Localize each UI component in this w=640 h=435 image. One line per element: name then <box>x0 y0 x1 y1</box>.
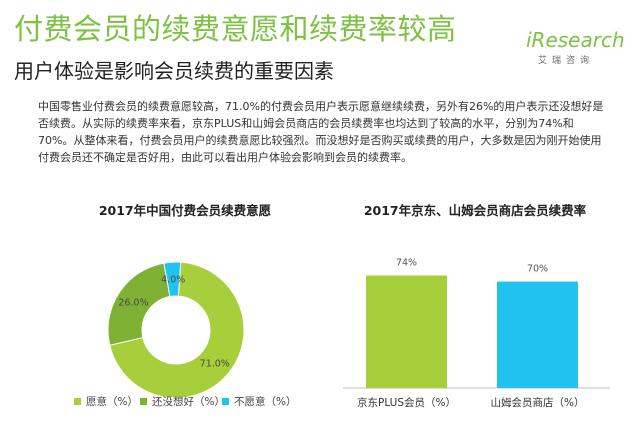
bar-chart-title: 2017年京东、山姆会员商店会员续费率 <box>363 203 587 218</box>
legend-label: 愿意（%） <box>86 396 138 408</box>
logo-subtext: 艾瑞咨询 <box>538 56 595 66</box>
donut-slice <box>163 261 182 298</box>
donut-slice <box>107 262 171 346</box>
legend-label: 不愿意（%） <box>234 396 297 408</box>
logo-text: iResearch <box>526 28 625 52</box>
legend-swatch <box>222 398 229 405</box>
bar-category-label: 京东PLUS会员（%） <box>357 396 456 409</box>
summary-paragraph: 中国零售业付费会员的续费意愿较高，71.0%的付费会员用户表示愿意继续续费，另外… <box>38 100 604 164</box>
donut-data-label: 4.0% <box>161 275 185 286</box>
legend-swatch <box>140 398 147 405</box>
legend-swatch <box>74 398 81 405</box>
donut-chart-title: 2017年中国付费会员续费意愿 <box>98 203 272 218</box>
bar-data-label: 70% <box>527 264 548 275</box>
legend-item-willing: 愿意（%） <box>74 394 138 409</box>
donut-data-label: 26.0% <box>118 297 148 308</box>
bar <box>366 275 447 388</box>
donut-data-label: 71.0% <box>200 359 230 370</box>
legend-label: 还没想好（%） <box>152 396 225 408</box>
bar-category-label: 山姆会员商店（%） <box>491 396 585 409</box>
donut-slice <box>109 261 245 399</box>
bar-data-label: 74% <box>396 258 417 269</box>
legend-item-unwilling: 不愿意（%） <box>222 394 296 409</box>
iresearch-logo: iResearch 艾瑞咨询 <box>526 28 625 70</box>
legend-item-undecided: 还没想好（%） <box>140 394 225 409</box>
bar <box>497 281 578 388</box>
page-subtitle: 用户体验是影响会员续费的重要因素 <box>14 59 334 83</box>
page-title: 付费会员的续费意愿和续费率较高 <box>14 12 457 46</box>
